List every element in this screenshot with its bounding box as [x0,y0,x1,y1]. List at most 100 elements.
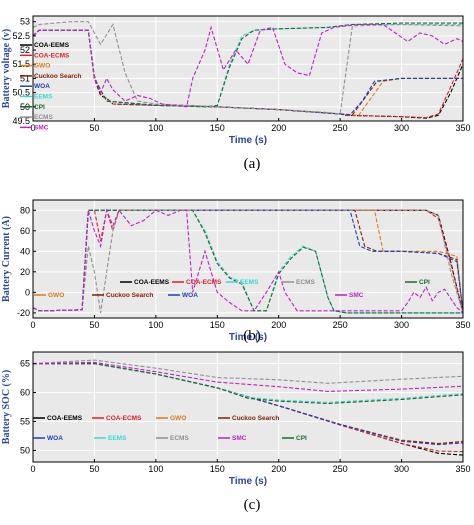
y-tick-label: 51 [20,73,30,83]
x-tick-label: 0 [30,464,35,474]
legend-entry: COA-EEMS [33,415,83,422]
legend-entry: SMC [20,124,49,131]
legend-entry: WOA [168,292,198,299]
legend-entry: SMC [335,292,364,299]
legend-entry: WOA [33,435,63,442]
legend-label: SMC [232,435,247,442]
legend-entry: GWO [34,292,64,299]
y-tick-label: 52 [20,45,30,55]
x-tick-label: 150 [210,464,225,474]
x-tick-label: 350 [455,123,470,133]
legend-label: CPI [419,279,430,286]
legend-entry: GWO [20,63,50,70]
plot-background [33,16,463,121]
x-tick-label: 100 [148,320,163,330]
x-tick-label: 0 [30,320,35,330]
legend-label: Cuckoo Search [106,292,153,299]
legend-label: ECMS [170,435,189,442]
legend-entry: CPI [405,279,430,286]
series-line-coa-ecms [33,363,464,453]
chart-panel-1: 0 50 100 150 200 250 300 35049.55050.55151.5525… [1,15,471,172]
legend-entry: Cuckoo Search [20,73,81,80]
series-line-woa [33,363,464,446]
series-line-eems [33,363,464,403]
legend-label: COA-EEMS [34,42,70,49]
x-tick-label: 350 [455,320,470,330]
series-line-eems [32,23,463,108]
legend-entry: COA-EEMS [20,42,70,49]
legend-entry: Cuckoo Search [92,292,153,299]
legend-label: EEMS [240,279,259,286]
series-line-smc [32,361,464,392]
x-tick-label: 200 [271,123,286,133]
legend-label: ECMS [34,114,53,121]
legend-label: GWO [48,292,64,299]
y-tick-label: 80 [20,205,30,215]
panel-tag: (b) [243,328,261,344]
legend-label: ECMS [296,279,315,286]
x-tick-label: 300 [394,320,409,330]
legend-label: EEMS [108,435,127,442]
legend-label: CPI [296,435,307,442]
series-line-ecms [32,21,464,115]
y-tick-label: 60 [20,388,30,398]
x-axis-label: Time (s) [229,135,267,146]
x-tick-label: 200 [271,464,286,474]
y-tick-label: 60 [20,226,30,236]
plot-background [33,352,463,462]
legend-label: COA-ECMS [34,52,70,59]
x-tick-label: 50 [89,320,99,330]
x-tick-label: 150 [210,123,225,133]
legend-label: EEMS [34,94,53,101]
legend-label: WOA [47,435,63,442]
series-line-smc [32,208,464,314]
y-tick-label: 53 [20,17,30,27]
legend-label: GWO [34,63,50,70]
legend-entry: COA-ECMS [92,415,142,422]
legend-entry: EEMS [226,279,259,286]
legend-label: COA-ECMS [186,279,222,286]
y-tick-label: 55 [20,416,30,426]
legend-entry: COA-EEMS [120,279,170,286]
y-tick-label: 50.5 [12,88,30,98]
y-tick-label: -20 [17,308,30,318]
legend-entry: CPI [20,104,45,111]
legend-entry: EEMS [20,94,53,101]
legend-label: SMC [349,292,364,299]
legend-entry: CPI [282,435,307,442]
y-tick-label: 40 [20,246,30,256]
legend-entry: COA-ECMS [20,52,70,59]
panel-tag: (c) [244,497,261,513]
legend-label: COA-ECMS [106,415,142,422]
y-axis-label: Battery voltage (v) [1,29,12,108]
x-tick-label: 250 [333,464,348,474]
plot-background [33,200,463,318]
series-line-ecms [32,359,464,384]
legend-entry: ECMS [282,279,315,286]
series-line-cpi [33,363,464,405]
x-tick-label: 100 [148,464,163,474]
series-line-smc [32,23,464,108]
x-tick-label: 200 [271,320,286,330]
legend-entry: GWO [156,415,186,422]
legend-label: SMC [34,124,49,131]
legend-entry: WOA [20,83,50,90]
panel-tag: (a) [244,156,261,172]
y-axis-label: Battery SOC (%) [1,370,12,444]
x-tick-label: 300 [394,464,409,474]
legend-label: GWO [170,415,186,422]
y-tick-label: 0 [25,287,30,297]
legend-label: CPI [34,104,45,111]
legend-label: WOA [34,83,50,90]
y-axis-label: Battery Current (A) [1,216,12,302]
x-tick-label: 300 [394,123,409,133]
legend-label: Cuckoo Search [34,73,81,80]
legend-entry: ECMS [156,435,189,442]
x-tick-label: 50 [89,123,99,133]
series-line-cuckoo-search [33,363,464,445]
x-tick-label: 150 [210,320,225,330]
legend-label: COA-EEMS [134,279,170,286]
